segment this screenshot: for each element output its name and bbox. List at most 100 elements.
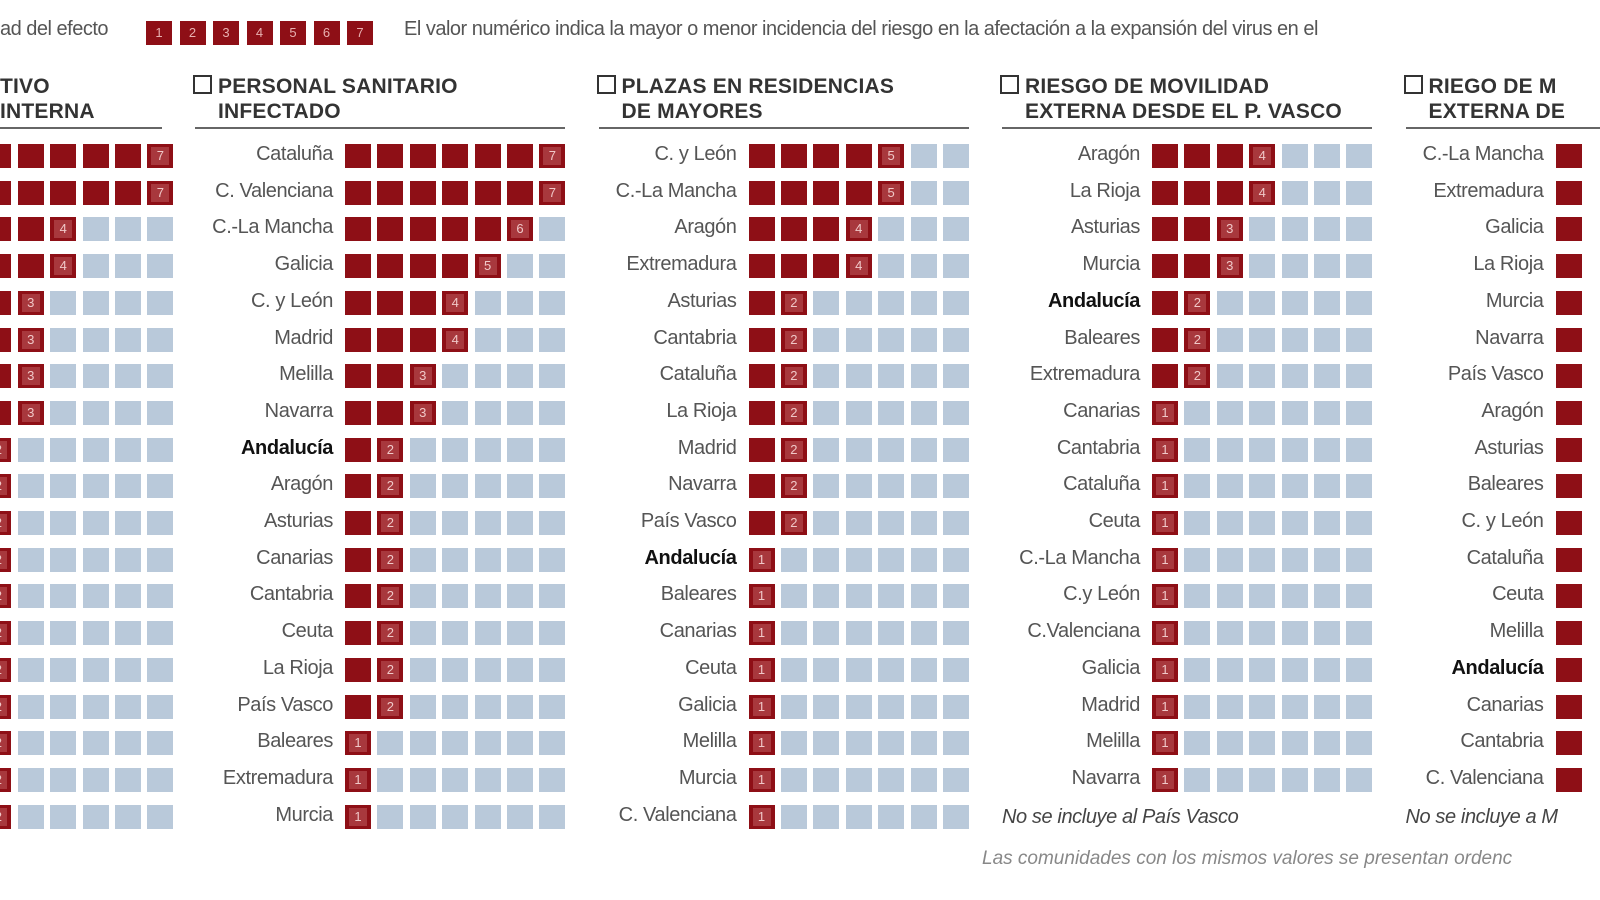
filled-cell xyxy=(377,327,404,352)
empty-cell xyxy=(539,254,566,279)
empty-cell xyxy=(442,364,469,389)
filled-cell: 1 xyxy=(1152,474,1178,499)
checkbox-icon xyxy=(193,75,212,94)
row-label: Cataluña xyxy=(659,363,737,386)
filled-cell xyxy=(748,254,775,279)
empty-cell xyxy=(17,804,44,829)
cell-value: 3 xyxy=(1220,220,1239,239)
empty-cell xyxy=(878,731,905,756)
empty-cell xyxy=(507,767,533,792)
filled-cell xyxy=(345,547,371,572)
filled-cell xyxy=(1555,584,1582,609)
filled-cell xyxy=(50,180,77,205)
empty-cell xyxy=(507,290,533,315)
empty-cell xyxy=(50,767,77,792)
filled-cell xyxy=(442,144,469,168)
filled-cell xyxy=(377,364,404,389)
empty-cell xyxy=(1314,180,1340,205)
empty-cell xyxy=(1249,364,1276,389)
empty-cell xyxy=(115,511,141,535)
filled-cell xyxy=(442,180,469,205)
empty-cell xyxy=(942,217,969,242)
empty-cell xyxy=(442,621,469,646)
empty-cell xyxy=(147,474,174,499)
filled-cell: 6 xyxy=(507,217,533,242)
filled-cell: 2 xyxy=(1184,290,1211,315)
filled-cell xyxy=(1152,180,1178,205)
cell-value: 1 xyxy=(752,734,771,753)
empty-cell xyxy=(942,804,969,829)
empty-cell xyxy=(878,657,905,682)
empty-cell xyxy=(910,180,937,205)
cell-value: 1 xyxy=(752,624,771,643)
panel-title-line2: INTERNA xyxy=(0,100,95,123)
filled-cell xyxy=(345,621,371,646)
cell-value: 2 xyxy=(381,697,400,716)
row-label: Aragón xyxy=(1481,399,1544,422)
filled-cell: 1 xyxy=(1152,511,1178,535)
filled-cell xyxy=(442,217,469,242)
empty-cell xyxy=(1281,400,1308,425)
empty-cell xyxy=(147,254,174,279)
row-label: C. Valenciana xyxy=(215,179,333,202)
empty-cell xyxy=(878,474,905,499)
cell-value: 3 xyxy=(413,403,432,422)
filled-cell xyxy=(780,217,807,242)
empty-cell xyxy=(1249,437,1276,462)
filled-cell xyxy=(17,144,44,168)
empty-cell xyxy=(442,474,469,499)
cell-value: 2 xyxy=(784,293,803,312)
filled-cell xyxy=(780,144,807,168)
empty-cell xyxy=(115,547,141,572)
filled-cell xyxy=(82,144,109,168)
cell-value: 2 xyxy=(784,367,803,386)
empty-cell xyxy=(878,217,905,242)
empty-cell xyxy=(474,621,501,646)
empty-cell xyxy=(942,584,969,609)
filled-cell xyxy=(1152,144,1178,168)
filled-cell xyxy=(748,180,775,205)
filled-cell: 3 xyxy=(1216,254,1243,279)
empty-cell xyxy=(474,767,501,792)
empty-cell xyxy=(878,584,905,609)
empty-cell xyxy=(115,437,141,462)
empty-cell xyxy=(910,694,937,719)
empty-cell xyxy=(910,474,937,499)
empty-cell xyxy=(50,437,77,462)
empty-cell xyxy=(910,364,937,389)
cell-value: 1 xyxy=(349,807,367,826)
filled-cell xyxy=(17,180,44,205)
empty-cell xyxy=(1314,547,1340,572)
empty-cell xyxy=(1281,547,1308,572)
empty-cell xyxy=(1216,767,1243,792)
empty-cell xyxy=(1281,254,1308,279)
filled-cell xyxy=(345,400,371,425)
empty-cell xyxy=(442,731,469,756)
empty-cell xyxy=(942,547,969,572)
empty-cell xyxy=(115,694,141,719)
empty-cell xyxy=(1281,584,1308,609)
empty-cell xyxy=(507,474,533,499)
cell-value: 4 xyxy=(446,293,465,312)
filled-cell xyxy=(115,144,141,168)
empty-cell xyxy=(82,437,109,462)
empty-cell xyxy=(813,290,840,315)
empty-cell xyxy=(813,547,840,572)
empty-cell xyxy=(1184,731,1211,756)
empty-cell xyxy=(780,547,807,572)
empty-cell xyxy=(147,437,174,462)
empty-cell xyxy=(1184,547,1211,572)
filled-cell xyxy=(748,437,775,462)
empty-cell xyxy=(1216,621,1243,646)
row-label: Cantabria xyxy=(249,583,334,606)
filled-cell xyxy=(813,254,840,279)
filled-cell: 7 xyxy=(539,144,566,168)
empty-cell xyxy=(409,547,436,572)
row-label: Madrid xyxy=(274,326,333,349)
filled-cell xyxy=(1184,180,1211,205)
panel-title-line1: PLAZAS EN RESIDENCIAS xyxy=(621,75,895,98)
empty-cell xyxy=(1249,254,1276,279)
empty-cell xyxy=(474,657,501,682)
empty-cell xyxy=(780,731,807,756)
panel-note: No se incluye al País Vasco xyxy=(1002,806,1239,828)
